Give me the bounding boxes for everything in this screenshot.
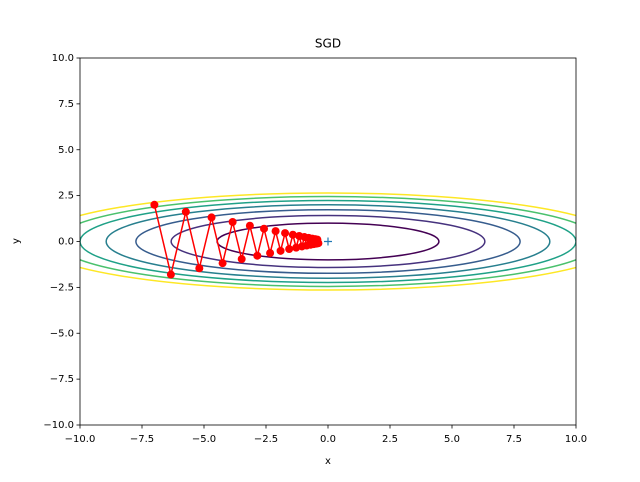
contour — [80, 192, 576, 291]
x-tick-label: −10.0 — [65, 434, 96, 445]
y-tick-label: −2.5 — [50, 282, 74, 293]
path-point — [276, 246, 285, 255]
y-tick-label: −5.0 — [50, 328, 74, 339]
y-tick-label: 2.5 — [58, 191, 74, 202]
path-point — [314, 239, 323, 248]
x-tick-label: −7.5 — [130, 434, 154, 445]
y-axis-label: y — [11, 238, 22, 244]
path-point — [237, 255, 246, 264]
path-point — [228, 217, 237, 226]
path-point — [150, 200, 159, 209]
x-tick-label: −5.0 — [192, 434, 216, 445]
y-tick-label: 0.0 — [58, 237, 74, 248]
path-point — [245, 221, 254, 230]
path-line — [153, 204, 320, 275]
path-point — [166, 270, 175, 279]
x-axis-label: x — [325, 456, 331, 467]
x-tick-label: 2.5 — [382, 434, 398, 445]
path-point — [285, 245, 294, 254]
path-point — [260, 224, 269, 233]
chart-title: SGD — [315, 37, 341, 51]
y-tick-label: 7.5 — [58, 99, 74, 110]
minimum-marker — [324, 237, 332, 246]
path-point — [271, 227, 280, 236]
path-point — [281, 229, 290, 238]
contour — [170, 214, 486, 269]
y-tick-label: −10.0 — [43, 420, 74, 431]
x-tick-label: −2.5 — [254, 434, 278, 445]
path-point — [181, 207, 190, 216]
plot-area — [80, 192, 576, 291]
contour — [135, 208, 521, 275]
path-point — [207, 213, 216, 222]
y-tick-label: −7.5 — [50, 374, 74, 385]
path-point — [218, 259, 227, 268]
x-tick-label: 10.0 — [565, 434, 587, 445]
x-tick-label: 7.5 — [506, 434, 522, 445]
contour — [80, 199, 576, 284]
y-tick-label: 10.0 — [52, 53, 74, 64]
path-point — [288, 230, 297, 239]
contour — [80, 195, 576, 288]
contour — [105, 204, 551, 279]
y-tick-label: 5.0 — [58, 145, 74, 156]
x-tick-label: 5.0 — [444, 434, 460, 445]
path-point — [253, 251, 262, 260]
path-point — [195, 264, 204, 273]
path-point — [266, 249, 275, 258]
x-tick-label: 0.0 — [320, 434, 336, 445]
